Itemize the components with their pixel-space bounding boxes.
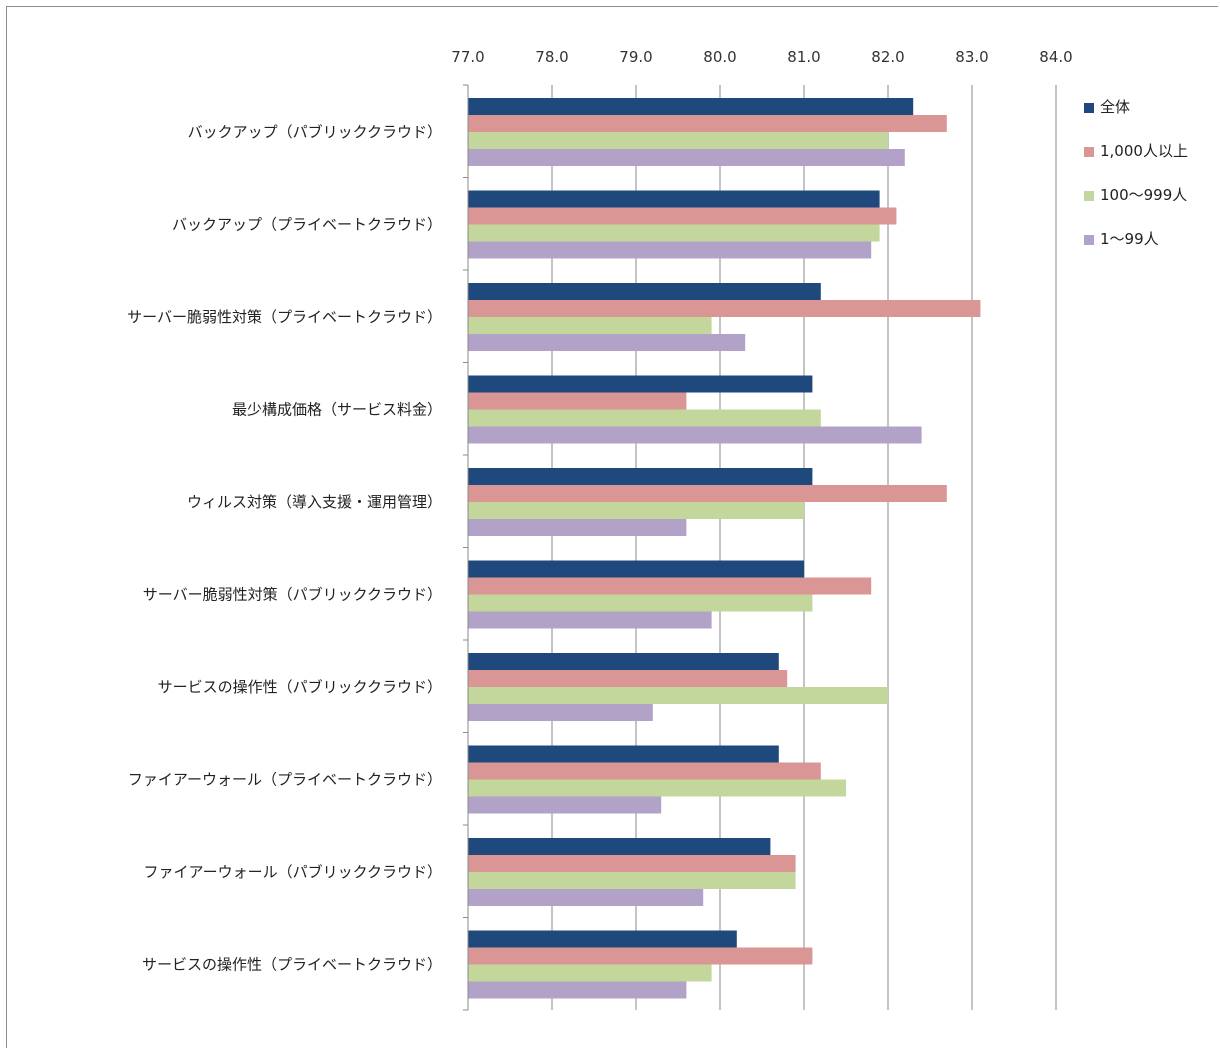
x-tick-label: 82.0 bbox=[871, 48, 904, 66]
bar bbox=[468, 594, 813, 612]
bar bbox=[468, 300, 981, 317]
bar bbox=[468, 653, 779, 670]
category-label: サーバー脆弱性対策（プライベートクラウド） bbox=[127, 308, 442, 326]
legend-label: 全体 bbox=[1100, 98, 1130, 116]
legend-swatch bbox=[1084, 147, 1094, 157]
bar bbox=[468, 560, 804, 578]
bar bbox=[468, 796, 662, 814]
bar bbox=[468, 964, 712, 982]
bar bbox=[468, 132, 888, 149]
bar bbox=[468, 241, 872, 259]
x-tick-label: 84.0 bbox=[1039, 48, 1072, 66]
x-axis-ticks: 77.0 78.0 79.0 80.0 81.0 82.0 83.0 84.0 bbox=[451, 48, 1072, 66]
bar bbox=[468, 115, 947, 132]
x-tick-label: 83.0 bbox=[955, 48, 988, 66]
legend-label: 1,000人以上 bbox=[1100, 142, 1188, 160]
bar bbox=[468, 687, 888, 704]
bar bbox=[468, 981, 687, 999]
category-label: サービスの操作性（プライベートクラウド） bbox=[142, 956, 442, 974]
bar bbox=[468, 838, 771, 855]
bar bbox=[468, 375, 813, 393]
bar bbox=[468, 855, 796, 872]
bar bbox=[468, 392, 687, 410]
bar bbox=[468, 468, 813, 485]
category-label: ファイアーウォール（パブリッククラウド） bbox=[143, 863, 442, 881]
bar bbox=[468, 930, 737, 948]
category-label: サーバー脆弱性対策（パブリッククラウド） bbox=[143, 586, 442, 604]
bar bbox=[468, 485, 947, 502]
bar bbox=[468, 670, 788, 687]
bar bbox=[468, 224, 880, 242]
x-tick-label: 81.0 bbox=[787, 48, 820, 66]
bar bbox=[468, 889, 704, 906]
bar bbox=[468, 577, 872, 595]
category-label: 最少構成価格（サービス料金） bbox=[232, 401, 442, 419]
bar bbox=[468, 779, 846, 797]
bar bbox=[468, 762, 821, 780]
y-axis bbox=[463, 84, 469, 1011]
bar bbox=[468, 409, 821, 427]
x-tick-label: 77.0 bbox=[451, 48, 484, 66]
bar bbox=[468, 519, 687, 536]
category-label: バックアップ（プライベートクラウド） bbox=[172, 216, 442, 234]
bar bbox=[468, 149, 905, 166]
category-labels: バックアップ（パブリッククラウド） バックアップ（プライベートクラウド） サーバー脆… bbox=[127, 123, 442, 974]
x-tick-label: 79.0 bbox=[619, 48, 652, 66]
legend-label: 1〜99人 bbox=[1100, 230, 1159, 248]
legend: 全体 1,000人以上 100〜999人 1〜99人 bbox=[1084, 98, 1188, 248]
legend-swatch bbox=[1084, 235, 1094, 245]
x-tick-label: 78.0 bbox=[535, 48, 568, 66]
bar bbox=[468, 98, 914, 115]
bar bbox=[468, 334, 746, 351]
bar bbox=[468, 611, 712, 629]
bar bbox=[468, 704, 653, 721]
category-label: ファイアーウォール（プライベートクラウド） bbox=[128, 771, 442, 789]
bars bbox=[468, 98, 981, 999]
category-label: ウィルス対策（導入支援・運用管理） bbox=[187, 493, 442, 511]
bar bbox=[468, 317, 712, 334]
bar bbox=[468, 190, 880, 208]
bar bbox=[468, 502, 804, 519]
bar bbox=[468, 745, 779, 763]
bar bbox=[468, 283, 821, 300]
bar bbox=[468, 947, 813, 965]
category-label: バックアップ（パブリッククラウド） bbox=[188, 123, 442, 141]
legend-swatch bbox=[1084, 191, 1094, 201]
bar bbox=[468, 426, 922, 444]
bar bbox=[468, 872, 796, 889]
legend-label: 100〜999人 bbox=[1100, 186, 1187, 204]
x-tick-label: 80.0 bbox=[703, 48, 736, 66]
bar bbox=[468, 207, 897, 225]
legend-swatch bbox=[1084, 103, 1094, 113]
category-label: サービスの操作性（パブリッククラウド） bbox=[158, 678, 442, 696]
